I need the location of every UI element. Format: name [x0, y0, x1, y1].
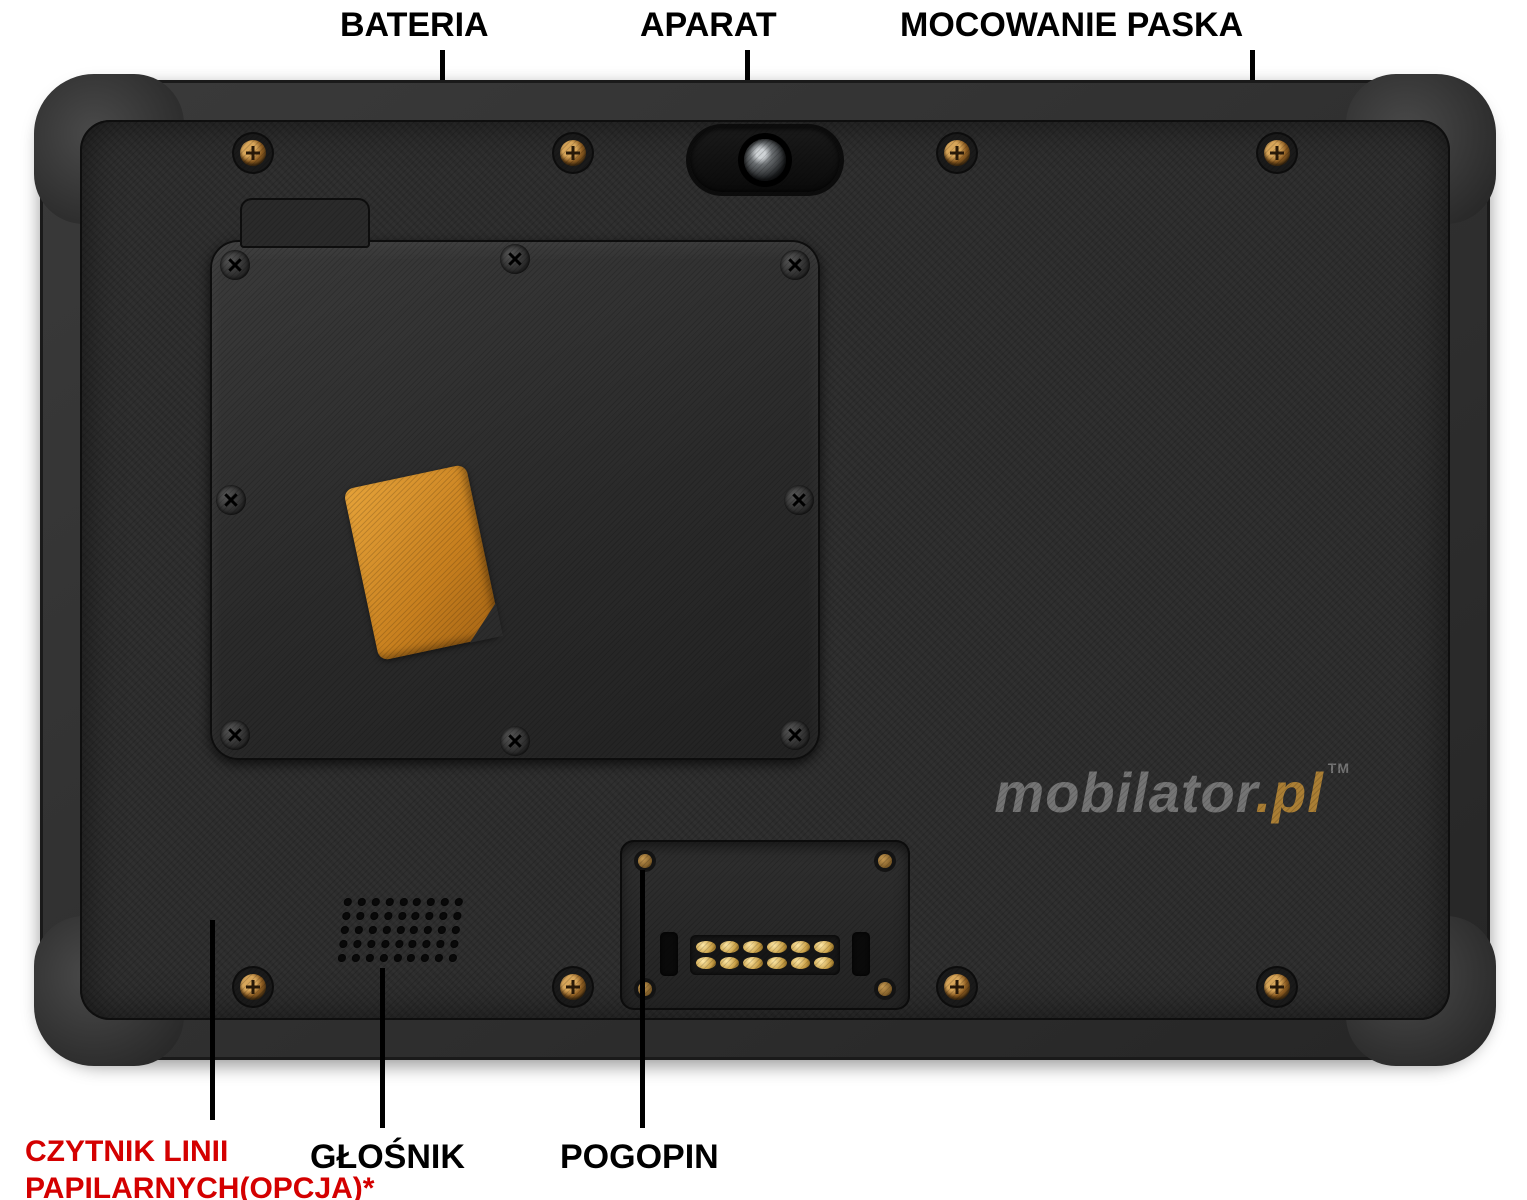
label-speaker: GŁOŚNIK [310, 1138, 465, 1177]
screw-icon [784, 485, 814, 515]
pogopin-dock [620, 840, 910, 1010]
leader-speaker [380, 968, 385, 1128]
label-fingerprint-line1: CZYTNIK LINII [25, 1135, 228, 1169]
diagram-stage: BATERIA APARAT MOCOWANIE PASKA [0, 0, 1527, 1200]
camera-lens-icon [744, 139, 786, 181]
dock-slot-icon [852, 932, 870, 976]
screw-icon [878, 982, 892, 996]
screw-icon [1264, 140, 1290, 166]
label-strap: MOCOWANIE PASKA [900, 6, 1243, 45]
screw-icon [638, 854, 652, 868]
screw-icon [500, 244, 530, 274]
screw-icon [220, 720, 250, 750]
screw-icon [1264, 974, 1290, 1000]
battery-cover-tab [240, 198, 370, 248]
label-pogopin: POGOPIN [560, 1138, 719, 1177]
speaker-grille [336, 898, 464, 978]
pogopin-contacts [690, 935, 840, 975]
screw-icon [560, 140, 586, 166]
label-camera: APARAT [640, 6, 777, 45]
watermark-tm: TM [1328, 760, 1350, 776]
screw-icon [500, 726, 530, 756]
battery-cover [210, 240, 820, 760]
watermark-part2: .pl [1255, 761, 1323, 824]
screw-icon [780, 720, 810, 750]
screw-icon [878, 854, 892, 868]
camera-module [690, 128, 840, 192]
tablet-body: mobilator.pl TM [40, 80, 1490, 1060]
leader-fingerprint [210, 920, 215, 1120]
screw-icon [944, 140, 970, 166]
screw-icon [560, 974, 586, 1000]
watermark-logo: mobilator.pl TM [994, 760, 1350, 825]
screw-icon [240, 974, 266, 1000]
tablet-back-panel: mobilator.pl TM [80, 120, 1450, 1020]
label-battery: BATERIA [340, 6, 489, 45]
watermark-part1: mobilator [994, 761, 1255, 824]
dock-slot-icon [660, 932, 678, 976]
screw-icon [220, 250, 250, 280]
leader-pogopin [640, 870, 645, 1128]
screw-icon [944, 974, 970, 1000]
sim-card-icon [343, 464, 502, 661]
screw-icon [780, 250, 810, 280]
screw-icon [216, 485, 246, 515]
screw-icon [240, 140, 266, 166]
